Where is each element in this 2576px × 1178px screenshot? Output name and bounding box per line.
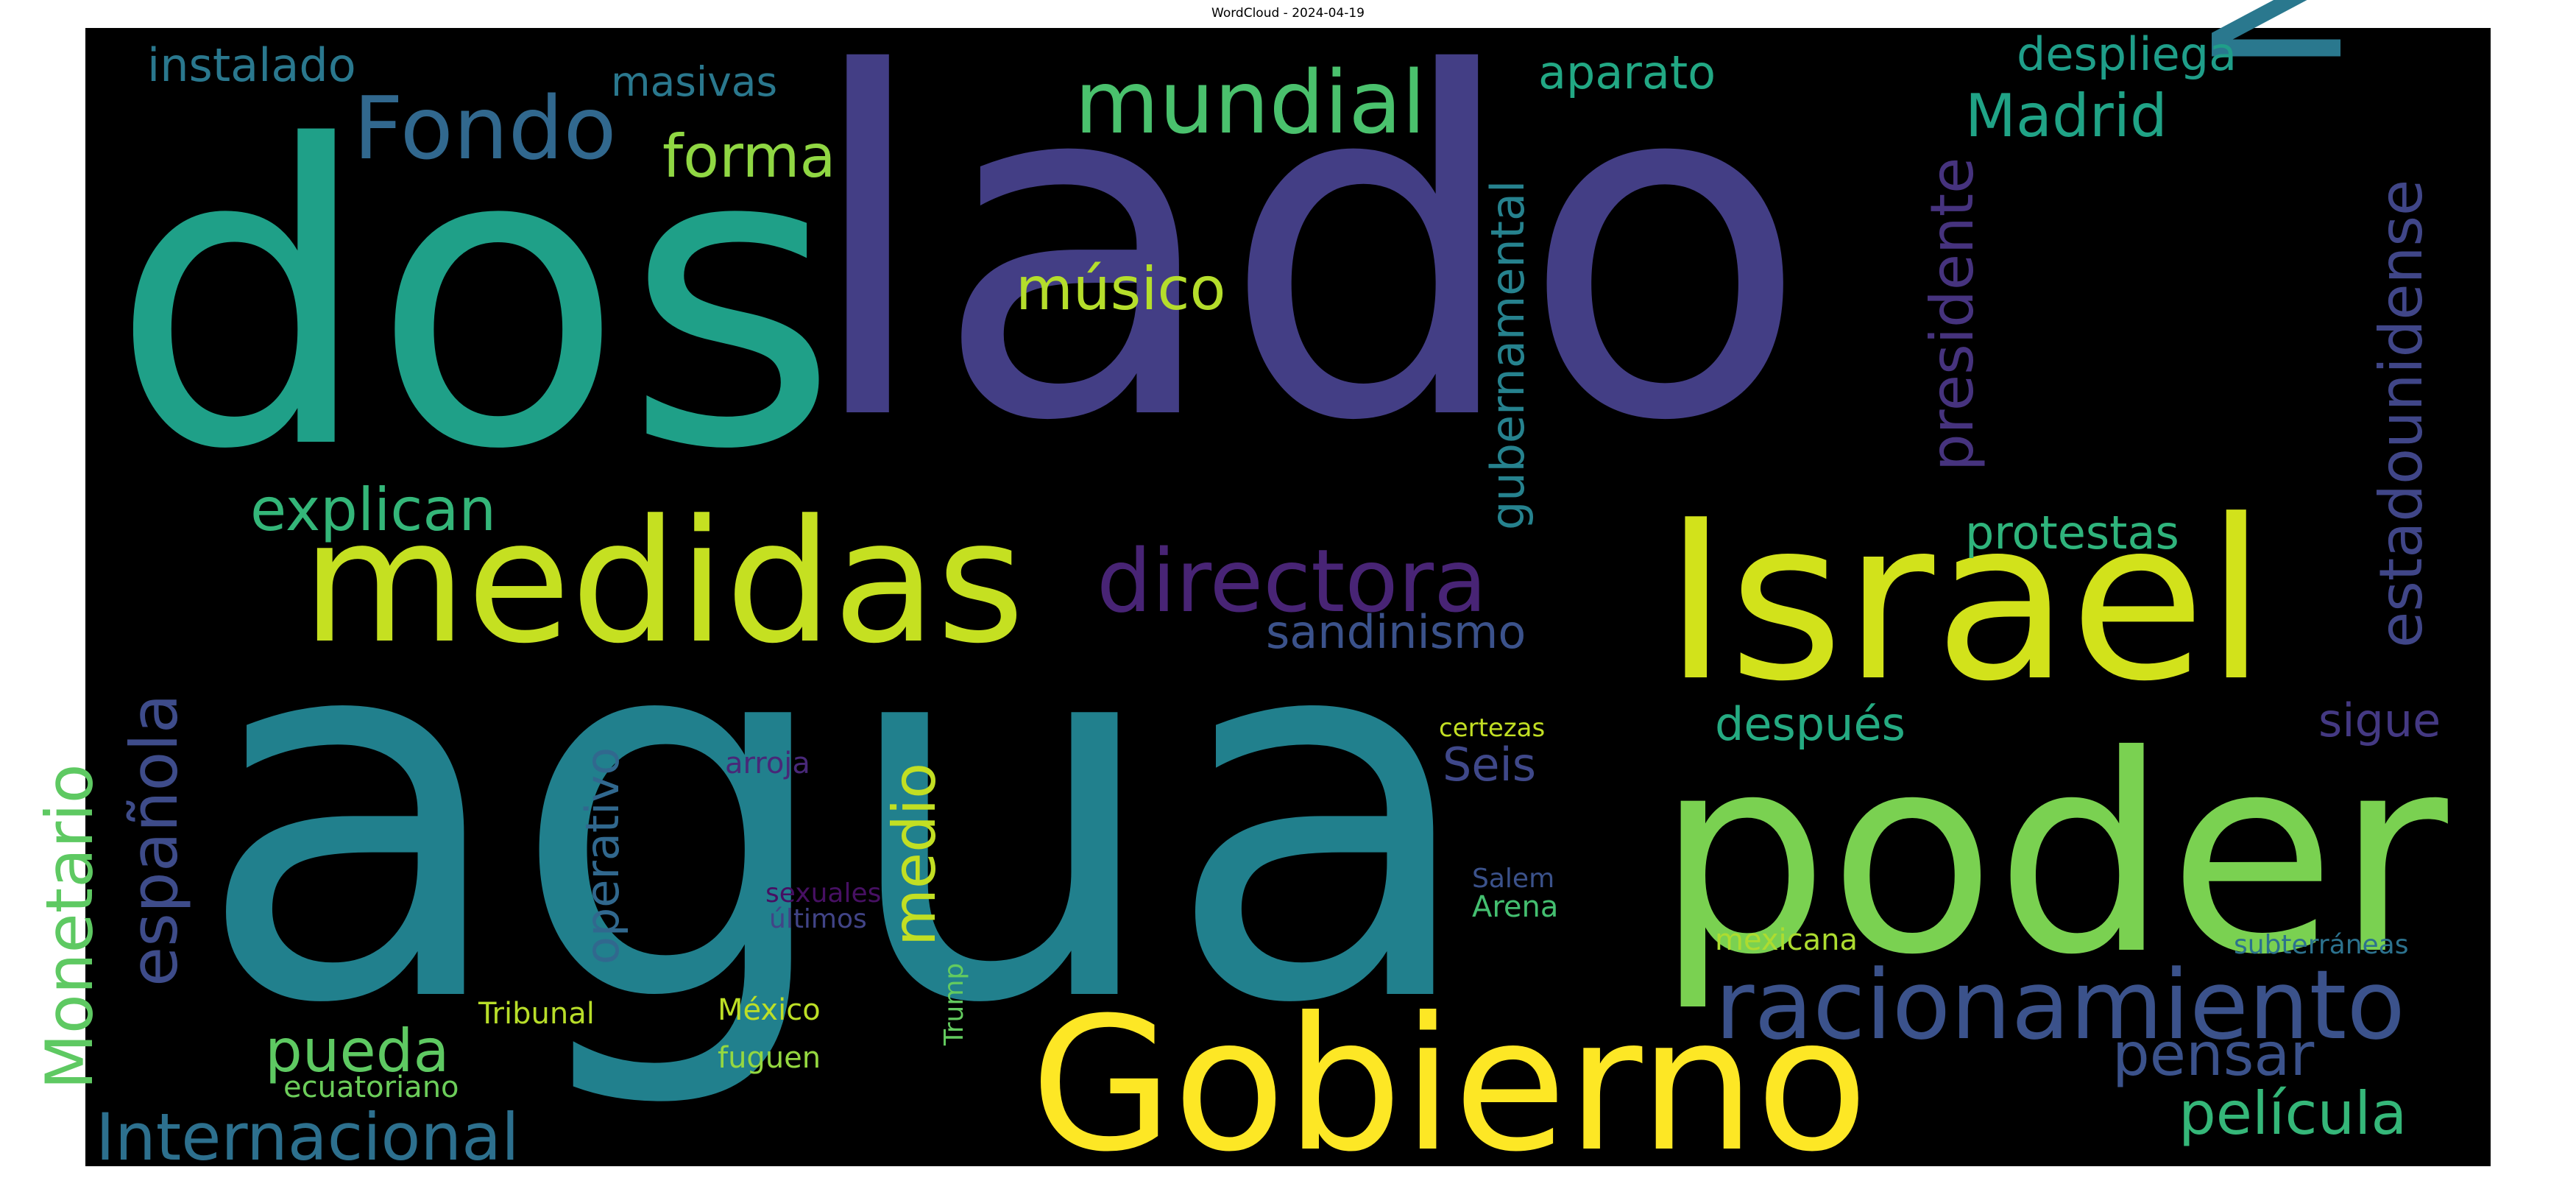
word-28: gubernamental (1481, 180, 1535, 530)
wordcloud-background (85, 28, 2491, 1166)
word-25: aparato (1538, 46, 1716, 99)
word-47: Salem (1472, 864, 1554, 894)
word-39: ecuatoriano (283, 1071, 459, 1104)
word-7: Niño (2176, 0, 2382, 74)
word-22: forma (662, 122, 836, 191)
word-45: sexuales (765, 878, 881, 909)
word-13: Monetario (32, 763, 107, 1090)
word-42: subterráneas (2234, 930, 2409, 960)
word-27: instalado (147, 38, 356, 92)
word-43: Trump (939, 963, 969, 1046)
word-26: despliega (2017, 27, 2237, 81)
word-40: mexicana (1715, 923, 1858, 957)
word-34: Seis (1443, 738, 1536, 791)
word-18: explican (250, 476, 496, 544)
word-12: Internacional (96, 1099, 520, 1175)
word-16: película (2179, 1079, 2407, 1148)
word-11: Fondo (353, 77, 617, 179)
word-29: protestas (1965, 506, 2179, 560)
word-37: Tribunal (478, 997, 595, 1031)
word-44: arroja (725, 747, 810, 780)
word-48: certezas (1439, 713, 1545, 743)
word-21: Madrid (1965, 82, 2168, 150)
word-0: agua (195, 516, 1480, 1116)
word-4: poder (1656, 698, 2451, 1015)
word-2: dos (110, 60, 839, 540)
word-35: masivas (611, 58, 777, 105)
word-24: músico (1016, 255, 1225, 323)
word-31: sandinismo (1266, 605, 1526, 659)
word-8: racionamiento (1715, 949, 2405, 1061)
word-32: después (1715, 697, 1906, 751)
word-1: lado (802, 0, 1809, 523)
word-38: México (718, 993, 821, 1027)
chart-title: WordCloud - 2024-04-19 (1211, 6, 1365, 21)
word-15: estadounidense (2367, 180, 2435, 648)
word-14: española (116, 694, 192, 987)
word-33: sigue (2318, 694, 2441, 747)
word-30: operativo (576, 747, 629, 964)
word-17: pensar (2112, 1020, 2314, 1089)
word-36: Arena (1472, 890, 1558, 924)
word-9: directora (1097, 530, 1487, 632)
word-41: fuguen (718, 1041, 821, 1075)
word-23: presidente (1918, 158, 1986, 471)
word-46: últimos (769, 904, 867, 934)
word-6: medidas (302, 484, 1025, 681)
word-5: Israel (1663, 473, 2267, 730)
word-20: medio (880, 763, 949, 946)
word-10: mundial (1075, 52, 1426, 153)
word-19: pueda (265, 1017, 450, 1085)
word-3: Gobierno (1030, 978, 1868, 1178)
